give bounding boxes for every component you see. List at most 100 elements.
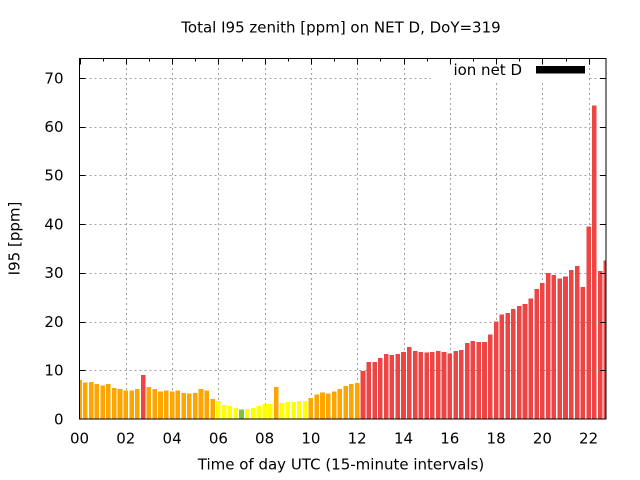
bar: 00:45: 7.2	[94, 383, 100, 419]
bar: 16:45: 15.6	[464, 343, 470, 419]
y-tick-label: 40	[44, 215, 63, 233]
y-tick-label: 70	[44, 69, 63, 87]
bar: 03:15: 6.2	[152, 388, 158, 419]
bar: 02:15: 5.8	[129, 390, 134, 419]
bar: 16:30: 14.2	[459, 349, 464, 419]
x-tick-label: 00	[70, 429, 89, 447]
bar: 07:30: 2.3	[250, 407, 256, 419]
bar: 07:00: 2	[239, 409, 244, 419]
bar: 05:15: 6.2	[198, 388, 204, 419]
legend-label: ion net D	[453, 61, 522, 79]
y-axis-label: I95 [ppm]	[6, 202, 24, 276]
bar: 14:45: 13.8	[418, 351, 424, 419]
x-tick-label: 10	[301, 429, 320, 447]
y-tick-label: 20	[44, 313, 63, 331]
bar: 21:00: 29.2	[563, 276, 568, 419]
bar: 08:45: 3.3	[279, 402, 285, 419]
plot-frame	[79, 58, 607, 420]
bar: 06:45: 2.3	[233, 407, 239, 419]
bar: 09:15: 3.5	[291, 401, 296, 419]
bar: 04:45: 5.2	[187, 393, 192, 419]
bar: 06:30: 2.7	[227, 405, 233, 419]
bar: 13:45: 13.3	[395, 354, 401, 419]
bar: 19:30: 24.7	[528, 298, 534, 419]
bar: 08:00: 3.1	[262, 403, 267, 419]
bar: 08:15: 3.1	[268, 403, 273, 419]
bar: 22:15: 64.4	[592, 105, 597, 419]
bar: 22:30: 30.4	[597, 270, 603, 419]
bar: 07:45: 2.7	[256, 405, 262, 419]
bar: 06:00: 3.7	[216, 400, 221, 419]
bars: 00:00: 800:15: 7.500:30: 7.600:45: 7.2 01…	[79, 105, 606, 419]
bar: 03:00: 6.6	[146, 386, 152, 419]
bar: 04:00: 5.6	[169, 391, 175, 419]
bar: 12:00: 7.4	[354, 382, 360, 419]
bar: 18:30: 21.8	[505, 312, 510, 419]
bar: 09:00: 3.5	[285, 401, 291, 419]
bar: 14:30: 14	[412, 350, 418, 419]
bar: 17:00: 16	[470, 341, 476, 419]
bar: 21:15: 30.6	[568, 269, 574, 419]
axis-ticks	[79, 58, 606, 371]
bar: 00:00: 8	[79, 380, 82, 419]
bar: 12:30: 11.7	[366, 362, 372, 419]
bar: 16:00: 13.4	[447, 353, 453, 419]
bar: 05:30: 5.8	[204, 390, 210, 419]
bar: 13:00: 12.5	[378, 358, 383, 419]
bar: 15:30: 14	[435, 350, 441, 419]
bar: 19:00: 23.2	[516, 305, 522, 419]
x-tick-label: 04	[163, 429, 182, 447]
bar: 21:45: 27.1	[580, 286, 586, 419]
bar: 01:15: 7.2	[106, 383, 111, 419]
bar: 22:00: 39.5	[586, 226, 591, 419]
legend-background	[431, 58, 588, 81]
bar: 08:30: 6.6	[273, 386, 279, 419]
bar: 18:45: 22.6	[511, 308, 516, 419]
bar: 12:45: 11.7	[372, 362, 377, 419]
bar: 01:45: 6.2	[117, 388, 123, 419]
bar: 18:15: 21.4	[499, 314, 505, 419]
bar: 11:00: 5.6	[331, 391, 337, 419]
bar: 20:00: 27.9	[540, 283, 545, 419]
x-tick-label: 20	[533, 429, 552, 447]
bar: 19:15: 23.6	[522, 304, 528, 419]
bar: 02:45: 9	[140, 375, 146, 419]
bar: 10:45: 5.2	[325, 393, 331, 419]
x-tick-label: 18	[487, 429, 506, 447]
bar: 10:30: 5.4	[320, 392, 325, 419]
x-tick-label: 02	[116, 429, 135, 447]
bar: 05:45: 4.1	[210, 399, 215, 419]
bar: 10:00: 4.3	[308, 398, 314, 419]
bar: 21:30: 31.4	[574, 266, 580, 419]
bar: 09:30: 3.7	[297, 400, 302, 419]
bar: 14:15: 14.8	[406, 346, 412, 419]
x-tick-label: 14	[394, 429, 413, 447]
bar: 22:45: 32.5	[603, 260, 606, 419]
bar: 13:15: 13.3	[383, 354, 389, 419]
bar: 05:00: 5.3	[192, 393, 198, 419]
x-tick-label: 12	[348, 429, 367, 447]
bar: 20:45: 28.8	[557, 278, 563, 419]
bar: 04:30: 5.3	[181, 393, 186, 419]
bar: 14:00: 13.8	[401, 351, 406, 419]
bar: 11:15: 6.2	[337, 388, 343, 419]
bar: 15:45: 13.8	[441, 351, 447, 419]
bar: 11:45: 7.2	[349, 383, 354, 419]
bar: 03:45: 5.8	[163, 390, 169, 419]
y-tick-label: 0	[54, 410, 64, 428]
x-tick-label: 22	[579, 429, 598, 447]
bar: 11:30: 6.8	[343, 385, 348, 419]
bar: 00:30: 7.6	[88, 381, 94, 419]
y-tick-label: 60	[44, 118, 63, 136]
chart-title: Total I95 zenith [ppm] on NET D, DoY=319	[180, 19, 500, 37]
bar: 17:45: 17.3	[487, 334, 493, 419]
bar: 18:00: 20	[493, 321, 499, 419]
bar: 15:15: 13.8	[430, 351, 435, 419]
bar: 13:30: 13.1	[389, 355, 395, 419]
y-tick-label: 50	[44, 167, 63, 185]
bar: 19:45: 26.7	[534, 288, 539, 419]
y-tick-label: 30	[44, 264, 63, 282]
bar: 00:15: 7.5	[82, 382, 88, 419]
bar: 06:15: 2.9	[221, 404, 227, 419]
